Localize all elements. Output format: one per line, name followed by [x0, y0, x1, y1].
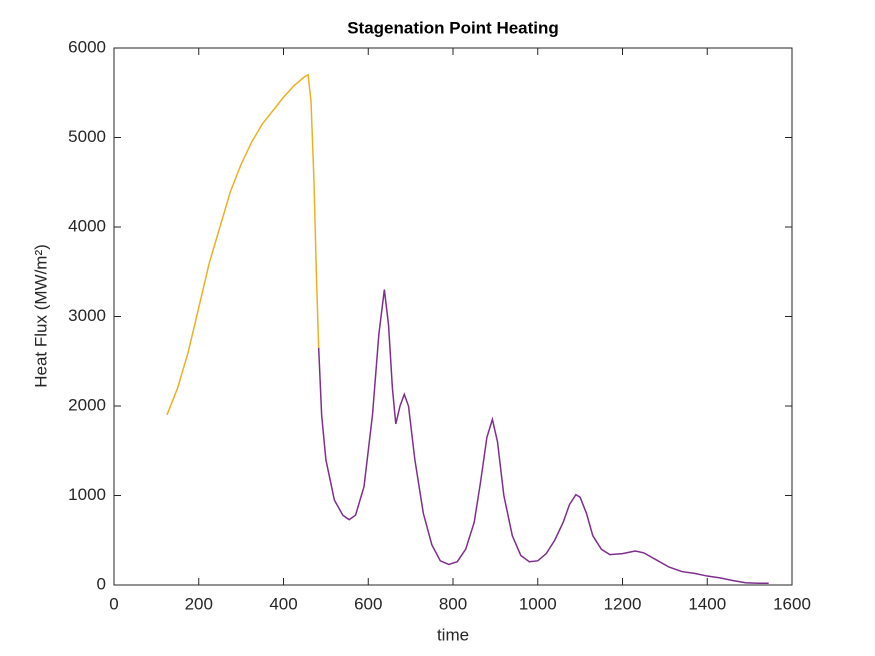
chart-title: Stagenation Point Heating [347, 18, 559, 37]
x-tick-label: 0 [109, 594, 118, 613]
x-tick-label: 1000 [519, 594, 557, 613]
x-tick-label: 1200 [604, 594, 642, 613]
data-line [317, 289, 769, 584]
y-tick-label: 3000 [68, 306, 106, 325]
data-line [166, 73, 320, 416]
x-tick-label: 200 [185, 594, 213, 613]
y-tick-label: 4000 [68, 216, 106, 235]
y-tick-label: 6000 [68, 37, 106, 56]
x-tick-label: 400 [269, 594, 297, 613]
x-axis-label: time [437, 625, 469, 644]
y-tick-label: 0 [97, 574, 106, 593]
x-tick-label: 1400 [688, 594, 726, 613]
plot-frame [113, 47, 793, 586]
y-tick-label: 1000 [68, 485, 106, 504]
y-tick-label: 5000 [68, 127, 106, 146]
x-tick-label: 1600 [773, 594, 811, 613]
x-tick-label: 600 [354, 594, 382, 613]
y-tick-label: 2000 [68, 395, 106, 414]
x-tick-label: 800 [439, 594, 467, 613]
y-axis-label: Heat Flux (MW/m²) [31, 244, 50, 388]
